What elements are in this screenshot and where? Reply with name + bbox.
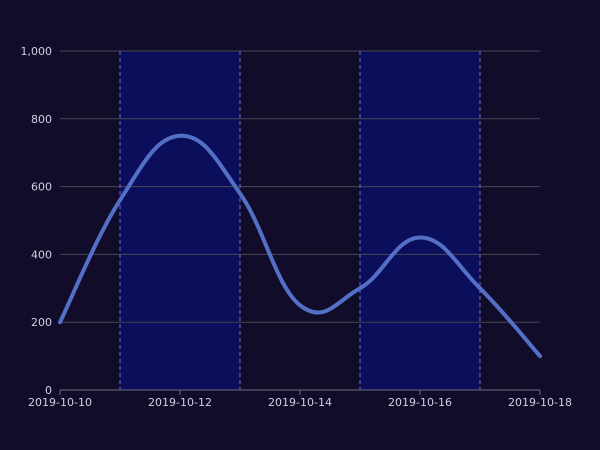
y-tick-label: 400 [31, 248, 52, 261]
x-tick-label: 2019-10-10 [28, 396, 92, 409]
shaded-band-2 [360, 51, 480, 390]
y-axis: 0 200 400 600 800 1,000 [21, 45, 53, 397]
y-tick-label: 0 [45, 384, 52, 397]
y-tick-label: 200 [31, 316, 52, 329]
x-tick-label: 2019-10-16 [388, 396, 452, 409]
x-tick-label: 2019-10-14 [268, 396, 332, 409]
shaded-band-1 [120, 51, 240, 390]
series-line-1 [58, 133, 542, 359]
y-tick-label: 1,000 [21, 45, 53, 58]
y-tick-label: 800 [31, 113, 52, 126]
x-tick-label: 2019-10-12 [148, 396, 212, 409]
mark-lines [119, 51, 481, 390]
y-tick-label: 600 [31, 181, 52, 194]
shaded-bands [120, 51, 480, 390]
x-tick-label: 2019-10-18 [508, 396, 572, 409]
series-group [58, 133, 542, 359]
y-grid-lines [60, 50, 540, 323]
x-axis: 2019-10-10 2019-10-12 2019-10-14 2019-10-16… [28, 389, 572, 409]
